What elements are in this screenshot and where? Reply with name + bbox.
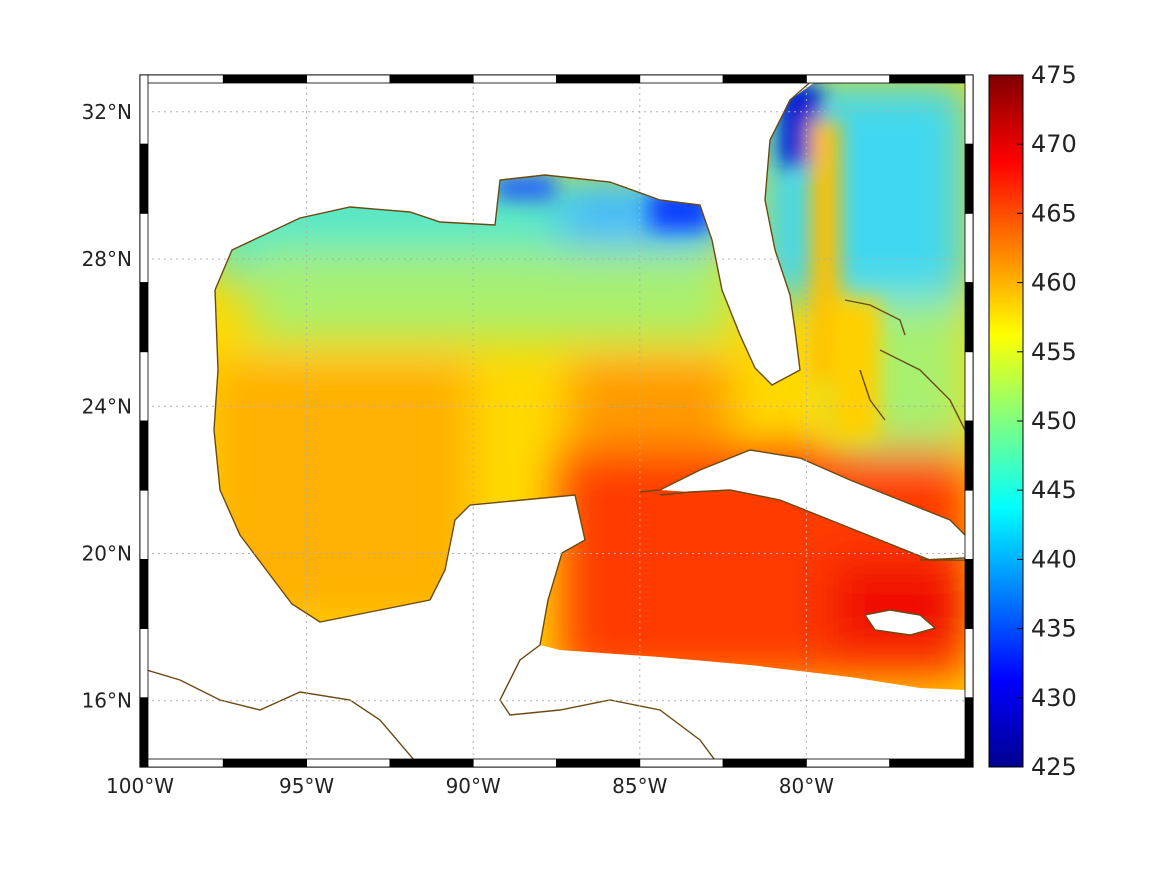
frame-segment	[139, 74, 149, 145]
lat-tick-label: 32°N	[82, 100, 132, 124]
frame-segment	[139, 74, 224, 84]
lat-tick-label: 28°N	[82, 247, 132, 271]
longitude-tick-labels: 100°W 95°W 90°W 85°W 80°W	[106, 774, 834, 798]
colorbar-tick-label: 455	[1031, 338, 1077, 366]
frame-segment	[306, 758, 391, 768]
colorbar-tick-label: 450	[1031, 407, 1077, 435]
colorbar-ticks: 425 430 435 440 445 450 455 460 465 470 475	[1017, 61, 1077, 781]
frame-segment	[964, 212, 974, 283]
graticule	[140, 75, 973, 767]
frame-segment	[472, 74, 557, 84]
colorbar-tick-label: 465	[1031, 199, 1077, 227]
lat-tick-label: 20°N	[82, 542, 132, 566]
frame-segment	[139, 758, 224, 768]
frame-segment	[139, 420, 149, 491]
frame-segment	[139, 489, 149, 560]
lon-tick-label: 90°W	[446, 774, 501, 798]
colorbar-tick-label: 470	[1031, 130, 1077, 158]
frame-segment	[964, 74, 974, 145]
frame-segment	[139, 628, 149, 699]
frame-segment	[639, 74, 724, 84]
coastline-hispaniola	[919, 557, 966, 561]
lon-tick-label: 95°W	[279, 774, 334, 798]
frame-segment	[306, 74, 391, 84]
frame-segment	[889, 758, 974, 768]
lat-tick-label: 24°N	[82, 394, 132, 418]
latitude-tick-labels: 16°N 20°N 24°N 28°N 32°N	[82, 100, 132, 713]
frame-segment	[964, 559, 974, 630]
coastline-jamaica	[863, 609, 937, 636]
colorbar-tick-label: 435	[1031, 615, 1077, 643]
lon-tick-label: 85°W	[612, 774, 667, 798]
frame-segment	[889, 74, 974, 84]
data-field	[214, 82, 965, 690]
frame-segment	[472, 758, 557, 768]
frame-segment	[806, 758, 891, 768]
colorbar-tick-label: 445	[1031, 476, 1077, 504]
colorbar-tick-label: 425	[1031, 753, 1077, 781]
frame-segment	[139, 559, 149, 630]
frame-segment	[964, 282, 974, 353]
frame-segment	[722, 74, 807, 84]
land-masses	[430, 450, 965, 700]
coastline-bahamas	[844, 299, 966, 431]
coastline-gulf-north	[214, 77, 816, 386]
frame-segment	[389, 74, 474, 84]
lat-tick-label: 16°N	[82, 689, 132, 713]
frame-segment	[222, 758, 308, 768]
frame-segment	[556, 74, 641, 84]
coastlines	[140, 77, 966, 767]
lon-tick-label: 100°W	[106, 774, 174, 798]
coastline-central-america	[140, 667, 421, 767]
frame-segment	[222, 74, 308, 84]
frame-checker-border	[139, 74, 974, 768]
frame-segment	[964, 628, 974, 699]
frame-segment	[806, 74, 891, 84]
frame-segment	[556, 758, 641, 768]
lon-tick-label: 80°W	[779, 774, 834, 798]
frame-segment	[139, 212, 149, 283]
coastline-cuba	[639, 449, 966, 561]
frame-segment	[139, 697, 149, 768]
colorbar-tick-label: 475	[1031, 61, 1077, 89]
colorbar-tick-label: 430	[1031, 684, 1077, 712]
frame-segment	[722, 758, 807, 768]
frame-segment	[964, 143, 974, 214]
coastline-gulf-west	[213, 289, 431, 623]
frame-segment	[964, 351, 974, 422]
frame-segment	[389, 758, 474, 768]
frame-segment	[139, 143, 149, 214]
coastline-yucatan	[429, 494, 721, 767]
frame-segment	[139, 282, 149, 353]
frame-segment	[964, 697, 974, 768]
frame-segment	[639, 758, 724, 768]
frame-segment	[964, 420, 974, 491]
colorbar-tick-label: 440	[1031, 545, 1077, 573]
frame-segment	[139, 351, 149, 422]
colorbar-tick-label: 460	[1031, 269, 1077, 297]
frame-segment	[964, 489, 974, 560]
